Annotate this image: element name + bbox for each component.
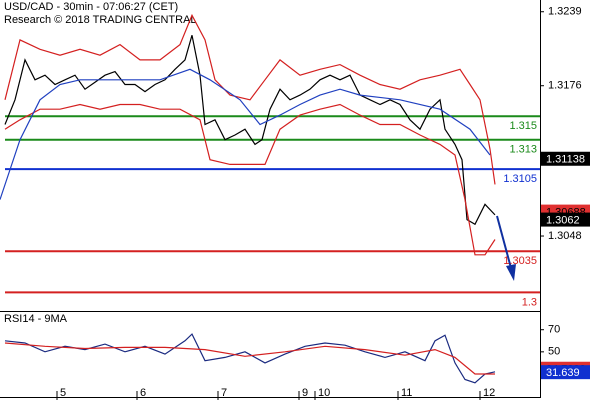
x-tick-label: 11: [401, 387, 412, 399]
price-tag-label: 31.639: [546, 367, 580, 379]
y-tick-label: 1.3048: [548, 230, 582, 242]
y-tick-label: 1.3176: [548, 80, 582, 92]
level-label: 1.3035: [503, 255, 537, 267]
x-tick-label: 12: [483, 387, 495, 399]
forecast-arrowhead: [506, 264, 516, 281]
forecast-arrow: [496, 215, 512, 269]
price-tag: [541, 212, 590, 227]
level-label: 1.313: [509, 144, 537, 156]
x-tick-label: 6: [140, 387, 146, 399]
series-line: [4, 13, 496, 185]
indicator-title: RSI14 - 9MA: [4, 313, 68, 325]
series-line: [4, 333, 496, 384]
chart-subtitle: Research © 2018 TRADING CENTRAL: [4, 14, 197, 26]
series-line: [4, 103, 496, 256]
series-line: [4, 35, 496, 226]
price-tag: [541, 365, 590, 380]
series-line: [4, 342, 495, 375]
y-tick-label: 50: [548, 346, 560, 358]
x-tick-label: 7: [221, 387, 227, 399]
price-tag-label: 1.31138: [546, 154, 585, 166]
x-tick-label: 5: [60, 387, 66, 399]
series-line: [0, 68, 491, 200]
price-tag-label: 1.3062: [546, 214, 580, 226]
price-tag: [541, 151, 590, 166]
chart-title: USD/CAD - 30min - 07:06:27 (CET): [4, 1, 178, 13]
y-tick-label: 70: [548, 324, 560, 336]
level-label: 1.3: [522, 296, 537, 308]
level-label: 1.315: [509, 120, 537, 132]
y-tick-label: 1.3239: [548, 6, 582, 18]
level-label: 1.3105: [503, 173, 537, 185]
x-tick-label: 10: [318, 387, 330, 399]
x-tick-label: 9: [302, 387, 308, 399]
